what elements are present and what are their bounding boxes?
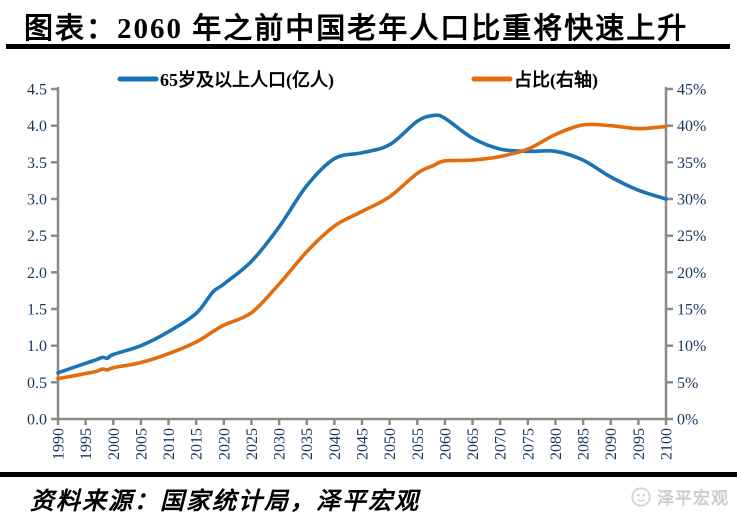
x-axis: 1990 1995 2000 2005 2010 2015 2020 2025 2030 2035… (51, 417, 676, 460)
watermark-text: 泽平宏观 (657, 489, 729, 508)
svg-text:2035: 2035 (299, 428, 316, 460)
svg-text:1990: 1990 (51, 428, 68, 460)
chart-title: 图表：2060 年之前中国老年人口比重将快速上升 (24, 13, 689, 45)
svg-text:10%: 10% (677, 338, 706, 355)
svg-text:25%: 25% (677, 228, 706, 245)
svg-text:2040: 2040 (327, 428, 344, 460)
zeping-logo-icon (631, 486, 651, 507)
title-divider (6, 44, 730, 49)
svg-text:2030: 2030 (272, 428, 289, 460)
svg-text:3.5: 3.5 (27, 155, 47, 172)
svg-text:45%: 45% (677, 82, 706, 99)
watermark: 泽平宏观 (630, 484, 729, 509)
svg-text:2010: 2010 (161, 428, 178, 460)
svg-text:2045: 2045 (355, 428, 372, 460)
series-65plus-population-line (56, 113, 668, 375)
svg-text:0%: 0% (677, 412, 698, 429)
svg-text:2085: 2085 (576, 428, 593, 460)
footer-divider (0, 472, 737, 477)
svg-text:20%: 20% (677, 265, 706, 282)
svg-text:2050: 2050 (382, 428, 399, 460)
svg-text:1995: 1995 (78, 428, 95, 460)
legend-label: 占比(右轴) (514, 69, 598, 91)
svg-text:40%: 40% (677, 118, 706, 135)
svg-text:3.0: 3.0 (27, 192, 47, 209)
svg-text:2060: 2060 (437, 428, 454, 460)
svg-text:2100: 2100 (659, 428, 676, 460)
svg-text:2015: 2015 (189, 428, 206, 460)
svg-text:4.5: 4.5 (27, 82, 47, 99)
svg-text:2025: 2025 (244, 428, 261, 460)
svg-text:0.0: 0.0 (27, 412, 47, 429)
svg-text:2055: 2055 (410, 428, 427, 460)
svg-text:2.5: 2.5 (27, 228, 47, 245)
svg-text:15%: 15% (677, 302, 706, 319)
svg-text:2020: 2020 (216, 428, 233, 460)
legend-label: 65岁及以上人口(亿人) (160, 69, 334, 91)
source-note: 资料来源：国家统计局，泽平宏观 (30, 489, 420, 515)
svg-text:35%: 35% (677, 155, 706, 172)
svg-text:1.0: 1.0 (27, 338, 47, 355)
svg-text:2.0: 2.0 (27, 265, 47, 282)
svg-text:2090: 2090 (603, 428, 620, 460)
legend: 65岁及以上人口(亿人) 占比(右轴) (117, 69, 598, 91)
svg-text:2080: 2080 (548, 428, 565, 460)
svg-text:2000: 2000 (106, 428, 123, 460)
svg-text:2005: 2005 (133, 428, 150, 460)
svg-text:5%: 5% (677, 375, 698, 392)
y-axis-left: 0.0 0.5 1.0 1.5 2.0 2.5 3.0 3.5 4.0 4.5 (27, 82, 60, 429)
svg-text:30%: 30% (677, 192, 706, 209)
svg-text:2075: 2075 (520, 428, 537, 460)
svg-text:2070: 2070 (493, 428, 510, 460)
y-axis-right: 0% 5% 10% 15% 20% 25% 30% 35% 40% 45% (664, 82, 706, 429)
svg-text:2095: 2095 (631, 428, 648, 460)
svg-text:0.5: 0.5 (27, 375, 47, 392)
series-share-right-axis-line (56, 122, 668, 381)
svg-text:1.5: 1.5 (27, 302, 47, 319)
svg-text:2065: 2065 (465, 428, 482, 460)
svg-text:4.0: 4.0 (27, 118, 47, 135)
